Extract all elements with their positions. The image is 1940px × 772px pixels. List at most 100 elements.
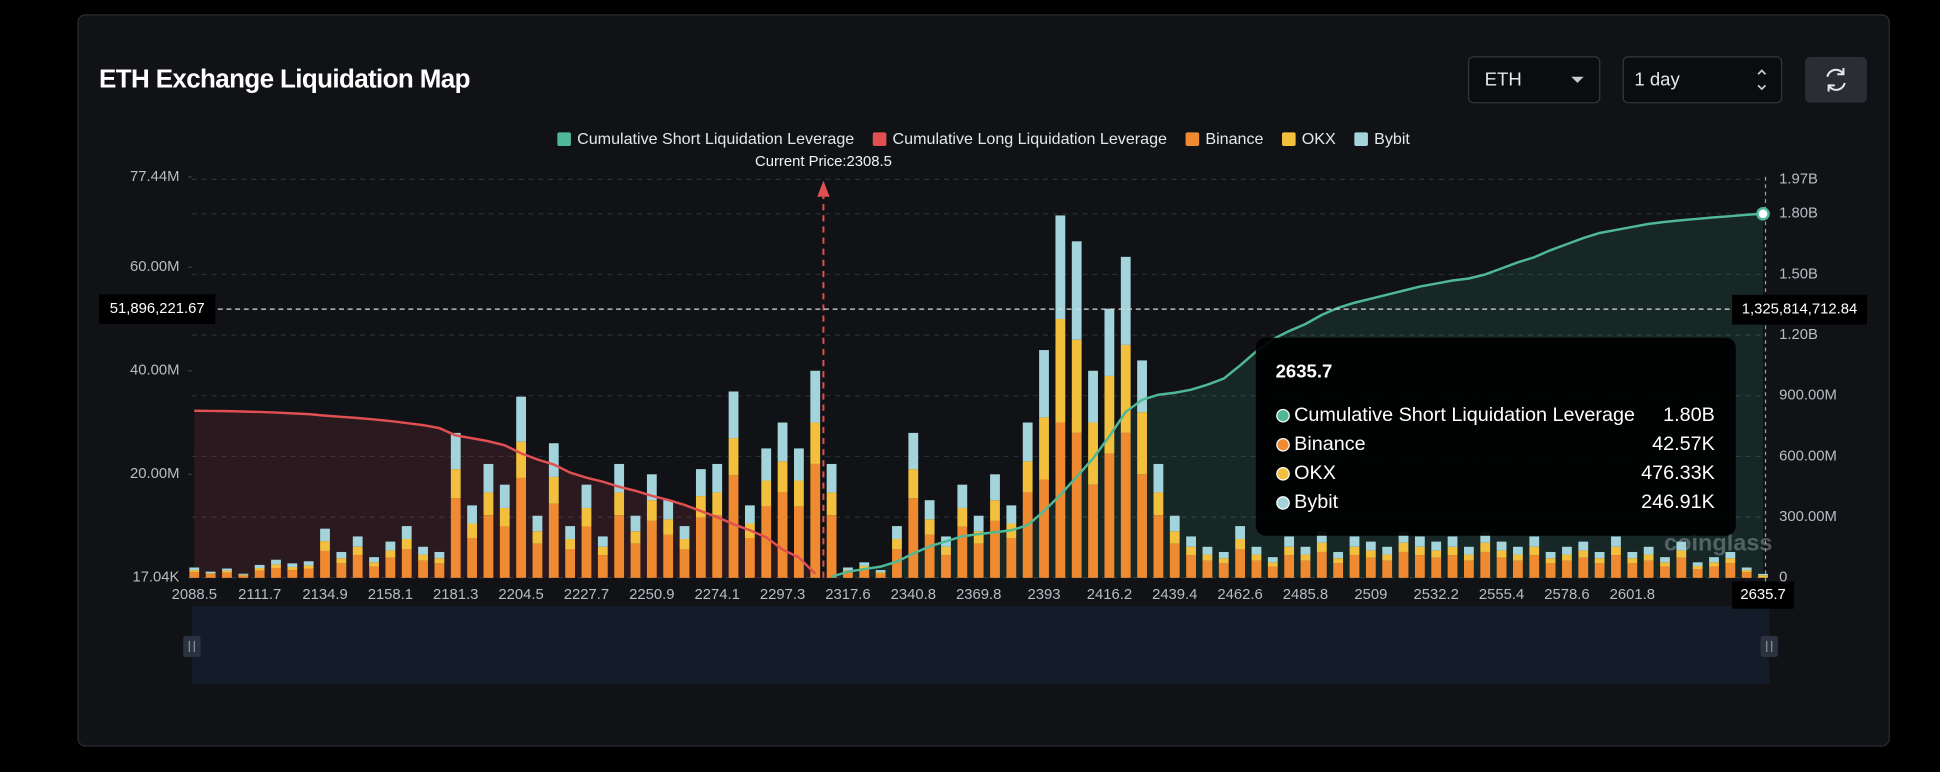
bar-segment [320, 528, 330, 542]
bar-segment [1692, 569, 1703, 578]
bar-segment [1545, 558, 1556, 564]
x-tick-label: 2134.9 [302, 587, 347, 603]
bar-segment [1431, 557, 1442, 578]
bar-segment [1562, 546, 1572, 555]
bar-segment [1594, 563, 1605, 578]
select-value: ETH [1485, 68, 1522, 89]
zoom-slider[interactable] [183, 606, 1778, 685]
bar-segment [924, 534, 935, 578]
tooltip: 2635.7 Cumulative Short Liquidation Lever… [1255, 337, 1736, 536]
bar-segment [695, 469, 706, 497]
bar-segment [728, 391, 739, 439]
x-tick-label: 2439.4 [1152, 587, 1197, 603]
bar-segment [614, 492, 625, 516]
select-box[interactable] [1467, 56, 1601, 104]
bar-segment [1611, 536, 1621, 547]
slider-handle[interactable] [183, 635, 201, 657]
bar-segment [875, 572, 886, 574]
legend-label: Cumulative Long Liquidation Leverage [893, 130, 1167, 148]
bar-segment [238, 574, 249, 576]
x-tick-label: 2635.7 [1740, 587, 1785, 603]
bar-segment [238, 575, 249, 578]
bar-segment [1676, 541, 1687, 551]
x-tick-label: 2111.7 [238, 587, 281, 603]
bar-segment [1153, 463, 1164, 493]
button-box[interactable] [1805, 56, 1867, 103]
bar-segment [1529, 546, 1540, 556]
bar-segment [1431, 541, 1442, 551]
tooltip-name: OKX [1294, 462, 1336, 484]
legend-item[interactable]: OKX [1282, 130, 1336, 148]
legend-item[interactable]: Cumulative Long Liquidation Leverage [872, 130, 1167, 148]
x-tick-label: 2369.8 [956, 587, 1001, 603]
bar-segment [1022, 492, 1033, 578]
interval-select[interactable]: 1 day [1622, 56, 1783, 104]
bar-segment [761, 480, 772, 507]
bar-segment [826, 492, 837, 516]
bar-segment [1578, 557, 1589, 578]
bar-segment [254, 564, 265, 569]
bar-segment [467, 505, 477, 524]
legend-swatch [872, 132, 887, 146]
bar-segment [189, 567, 200, 571]
bar-segment [418, 560, 428, 578]
bar-segment [1349, 555, 1360, 578]
bar-segment [385, 541, 396, 551]
legend-item[interactable]: Binance [1185, 130, 1264, 148]
bar-segment [1398, 551, 1409, 578]
bar-segment [1692, 562, 1703, 566]
refresh-button[interactable] [1805, 56, 1867, 103]
legend-swatch [557, 132, 571, 146]
bar-segment [614, 463, 625, 493]
bar-segment [1496, 557, 1507, 578]
x-tick-label: 2340.8 [891, 587, 936, 603]
bar-segment [1104, 308, 1115, 376]
x-tick-label: 2274.1 [695, 587, 740, 603]
bar-segment [418, 546, 428, 555]
bar-segment [369, 562, 379, 567]
bar-segment [1218, 558, 1229, 564]
bar-segment [1463, 554, 1474, 561]
bar-segment [548, 503, 559, 578]
bar-segment [271, 564, 281, 569]
bar-segment [957, 526, 968, 578]
bar-segment [630, 543, 641, 578]
bar-segment [1513, 546, 1523, 555]
slider-handle[interactable] [1760, 635, 1778, 657]
bar-segment [892, 539, 902, 550]
x-tick-label: 2485.8 [1283, 587, 1328, 603]
bar-segment [1137, 412, 1147, 475]
bar-segment [1562, 560, 1572, 578]
legend-label: OKX [1302, 130, 1336, 148]
bar-segment [565, 526, 576, 540]
bar-segment [1169, 515, 1180, 532]
bar-segment [1365, 557, 1376, 578]
bar-segment [810, 463, 821, 578]
bar-segment [941, 546, 951, 556]
bar-segment [1480, 531, 1491, 543]
legend-item[interactable]: Cumulative Short Liquidation Leverage [557, 130, 854, 148]
bar-segment [1513, 554, 1523, 561]
bar-segment [1120, 432, 1131, 578]
bar-segment [1088, 370, 1098, 423]
bar-segment [369, 566, 379, 578]
bar-segment [630, 515, 641, 532]
bar-segment [679, 539, 690, 550]
symbol-select[interactable]: ETH [1467, 56, 1601, 104]
bar-segment [990, 500, 1000, 521]
select-box[interactable] [1622, 56, 1783, 104]
current-price-arrowhead [817, 180, 830, 197]
bar-segment [1382, 554, 1393, 561]
x-tick-label: 2158.1 [368, 587, 413, 603]
bar-segment [1120, 256, 1131, 345]
bar-segment [597, 536, 608, 547]
legend-item[interactable]: Bybit [1354, 130, 1410, 148]
bar-segment [1333, 558, 1344, 564]
bar-segment [1496, 541, 1507, 551]
bar-segment [777, 461, 788, 493]
bar-segment [1120, 344, 1131, 433]
bar-segment [532, 543, 543, 578]
bar-segment [499, 507, 510, 527]
current-price-label: Current Price:2308.5 [755, 154, 892, 170]
bar-segment [859, 569, 870, 578]
